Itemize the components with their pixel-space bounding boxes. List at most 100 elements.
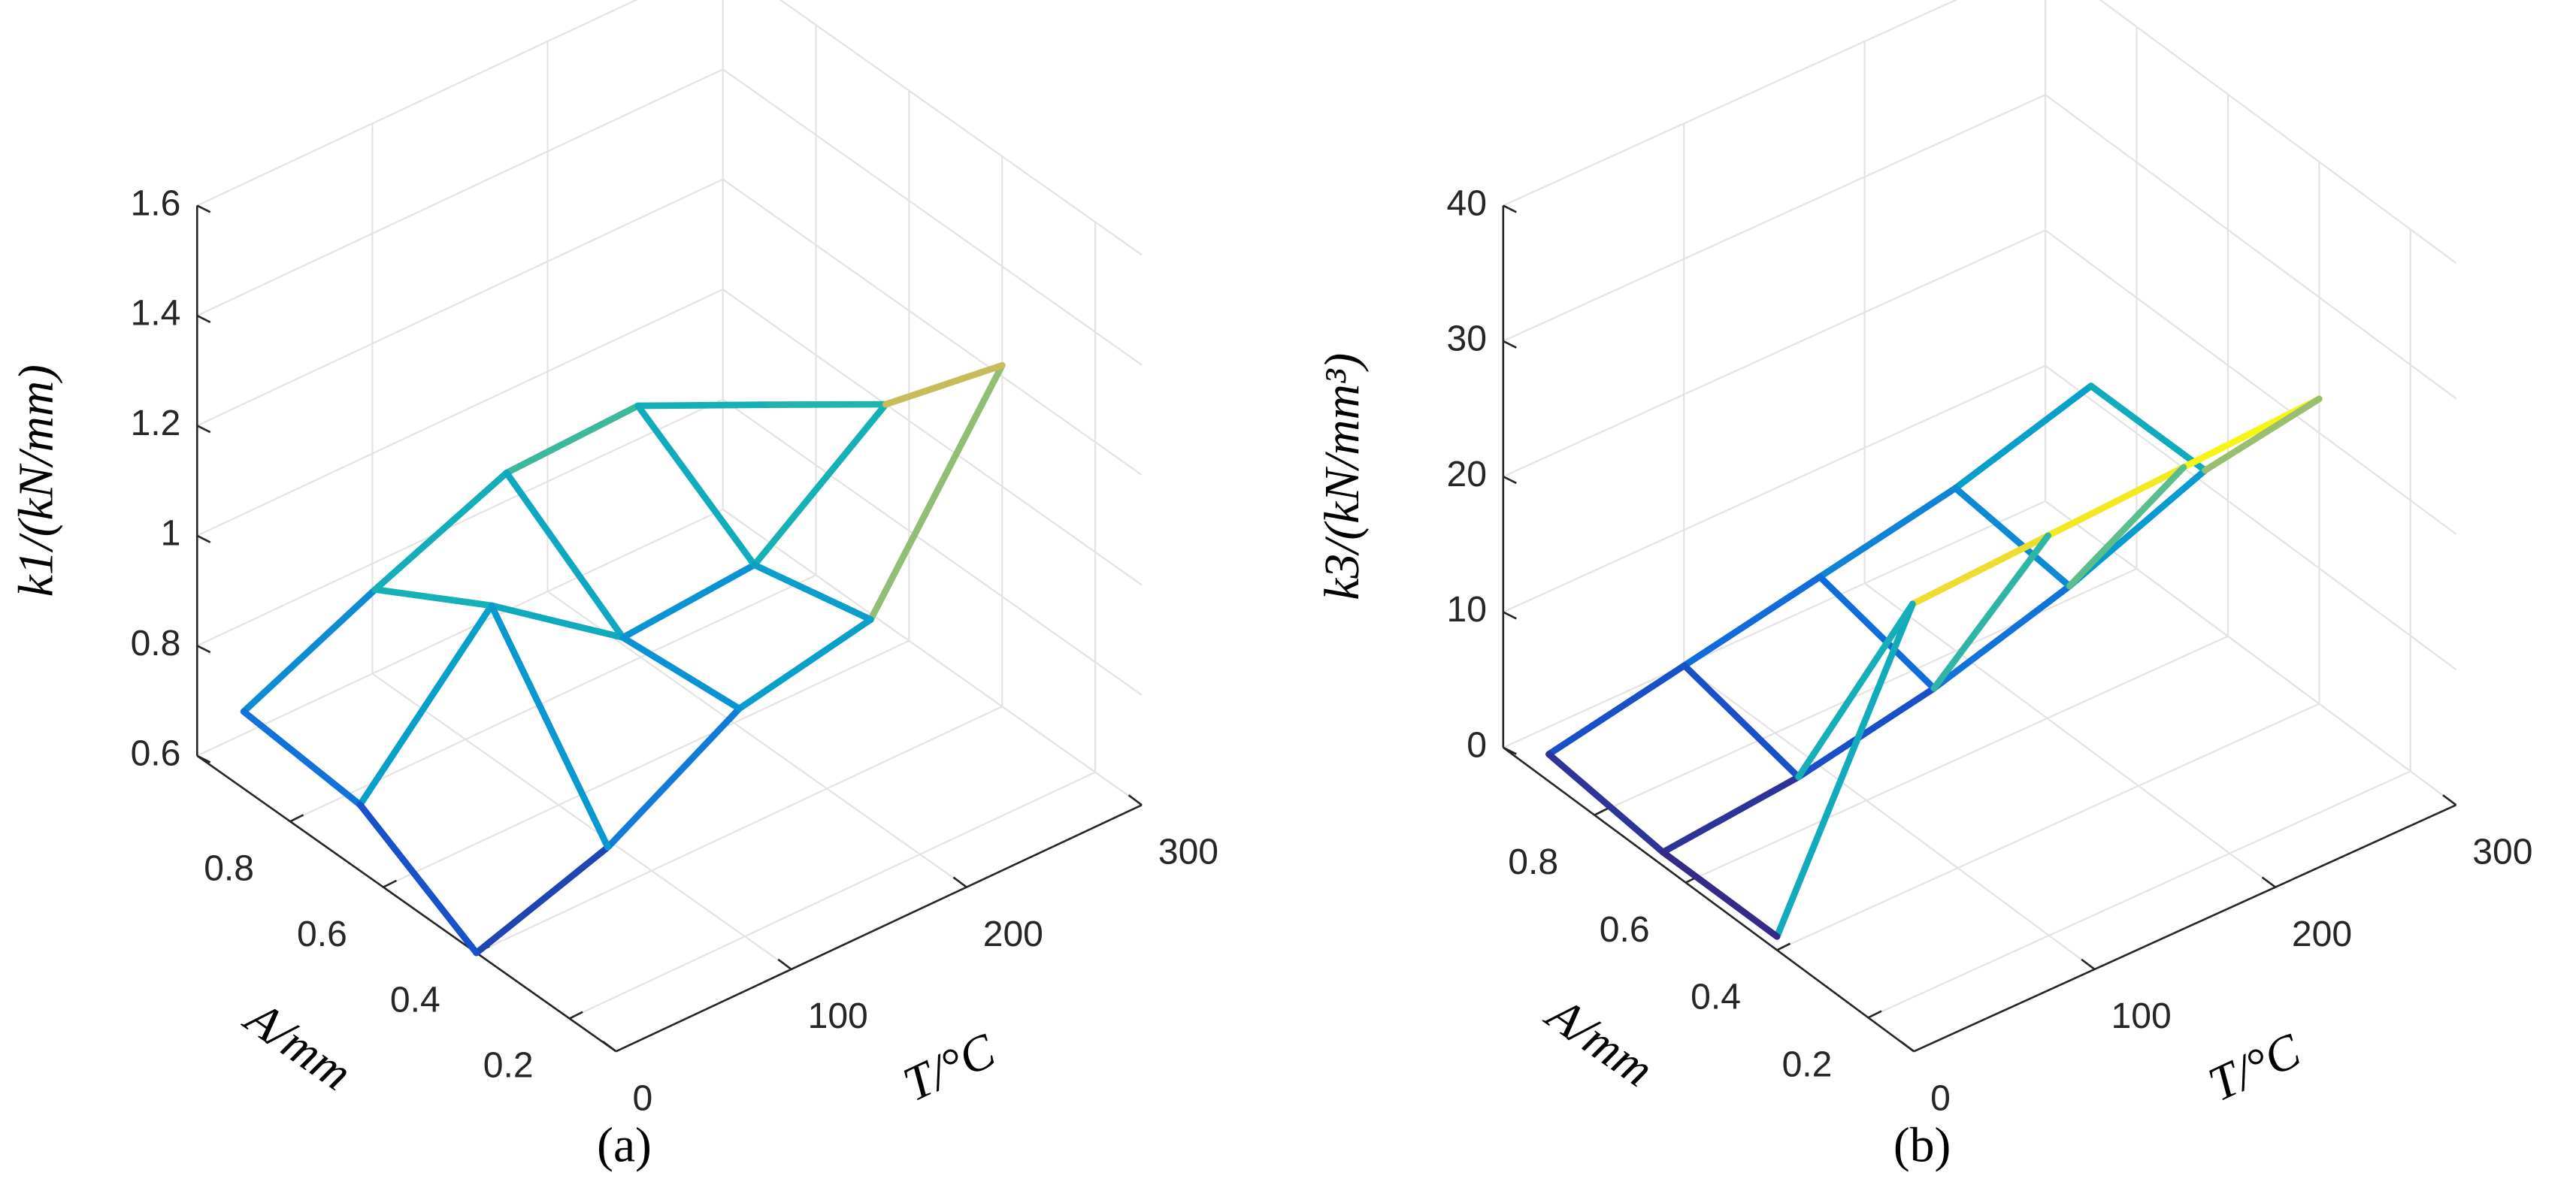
mesh-segment — [240, 586, 379, 715]
mesh-segment — [1930, 582, 2073, 692]
grid-line — [1776, 703, 2320, 951]
mesh-segment — [736, 616, 874, 712]
grid-line — [289, 574, 816, 823]
grid-line — [722, 398, 1143, 696]
x-tick — [952, 876, 967, 888]
z-tick — [196, 204, 211, 213]
x-axis — [616, 804, 1143, 1053]
mesh-segment — [751, 401, 889, 569]
z-tick-label: 0.8 — [131, 623, 181, 664]
x-tick-label: 0 — [1930, 1078, 1951, 1118]
y-tick-label: 0.8 — [1508, 842, 1558, 882]
mesh-segment — [604, 705, 743, 851]
mesh-segment — [2087, 382, 2208, 474]
y-tick — [383, 879, 398, 888]
mesh-segment — [619, 634, 743, 712]
grid-line — [196, 178, 724, 427]
grid-line — [196, 398, 724, 647]
mesh-segment — [751, 561, 874, 623]
x-tick — [2081, 958, 2096, 970]
mesh-segment — [766, 401, 889, 408]
z-tick-label: 10 — [1446, 589, 1486, 630]
y-tick-label: 0.2 — [1782, 1044, 1833, 1085]
y-tick — [569, 1011, 583, 1020]
panel-label: (b) — [1893, 1118, 1951, 1172]
mesh-segment — [2202, 395, 2323, 474]
z-tick — [1503, 340, 1517, 349]
grid-line — [722, 289, 1143, 586]
y-axis-label: A/mm — [234, 989, 362, 1101]
y-tick — [1594, 807, 1609, 816]
y-tick-label: 0.4 — [390, 979, 440, 1020]
mesh-segment — [1659, 773, 1802, 856]
y-tick — [1776, 942, 1791, 951]
z-tick — [1503, 476, 1517, 485]
mesh-segment — [356, 801, 480, 957]
mesh-segment — [2045, 464, 2187, 540]
grid-line — [196, 508, 724, 757]
grid-line — [196, 0, 638, 207]
mesh-segment — [371, 586, 495, 609]
mesh-segment — [356, 602, 495, 809]
z-tick — [196, 645, 211, 654]
mesh-segment — [1681, 662, 1802, 781]
mesh-segment — [1659, 848, 1781, 940]
grid-line — [2045, 229, 2457, 535]
mesh-segment — [1909, 532, 2052, 608]
mesh-segment — [503, 469, 627, 641]
x-axis — [1913, 804, 2456, 1053]
mesh-segment — [473, 844, 612, 957]
y-tick-label: 0.6 — [1600, 909, 1650, 950]
grid-line — [779, 0, 1143, 256]
mesh-segment — [619, 561, 758, 641]
y-tick — [1867, 1010, 1882, 1019]
y-axis-label: A/mm — [1535, 986, 1663, 1098]
z-axis-label: k1/(kN/mm) — [10, 364, 64, 597]
z-tick-label: 40 — [1446, 183, 1486, 223]
x-tick — [777, 958, 792, 970]
panel-label: (a) — [597, 1118, 652, 1172]
z-tick — [196, 425, 211, 434]
grid-line — [1863, 582, 2276, 888]
mesh-segment — [1816, 573, 1938, 692]
mesh-segment — [1930, 532, 2052, 692]
x-axis-label: T/°C — [895, 1023, 1004, 1112]
z-tick — [1503, 611, 1517, 620]
y-tick — [289, 814, 304, 823]
grid-line — [196, 68, 724, 317]
grid-line — [2045, 364, 2457, 670]
z-tick-label: 1 — [161, 513, 181, 554]
mesh-segment — [882, 361, 1006, 408]
y-tick-label: 0.8 — [204, 848, 254, 888]
grid-line — [1685, 635, 2229, 884]
grid-line — [722, 178, 1143, 476]
mesh-segment — [1773, 600, 1916, 940]
x-tick-label: 100 — [808, 996, 868, 1036]
mesh-segment — [1545, 662, 1688, 758]
grid-line — [1868, 770, 2411, 1019]
x-tick-label: 200 — [2292, 914, 2352, 954]
mesh-segment — [503, 402, 642, 476]
grid-line — [1503, 500, 2046, 748]
mesh-segment — [1545, 751, 1666, 856]
grid-line — [371, 673, 792, 970]
grid-line — [383, 639, 910, 888]
x-tick — [1128, 794, 1143, 806]
mesh-segment — [488, 602, 612, 851]
x-tick — [602, 1041, 617, 1053]
x-axis-label: T/°C — [2201, 1023, 2310, 1112]
grid-line — [476, 706, 1003, 954]
z-tick — [1503, 204, 1517, 213]
z-tick — [196, 314, 211, 323]
y-axis — [196, 754, 617, 1053]
grid-line — [196, 289, 724, 537]
grid-line — [1683, 664, 2096, 970]
x-tick — [2261, 876, 2276, 888]
x-tick-label: 200 — [983, 914, 1043, 954]
grid-line — [1503, 94, 2046, 342]
mesh-segment — [1952, 485, 2073, 590]
z-tick-label: 0 — [1467, 725, 1487, 766]
z-tick-label: 20 — [1446, 454, 1486, 494]
x-tick-label: 300 — [1158, 832, 1218, 872]
